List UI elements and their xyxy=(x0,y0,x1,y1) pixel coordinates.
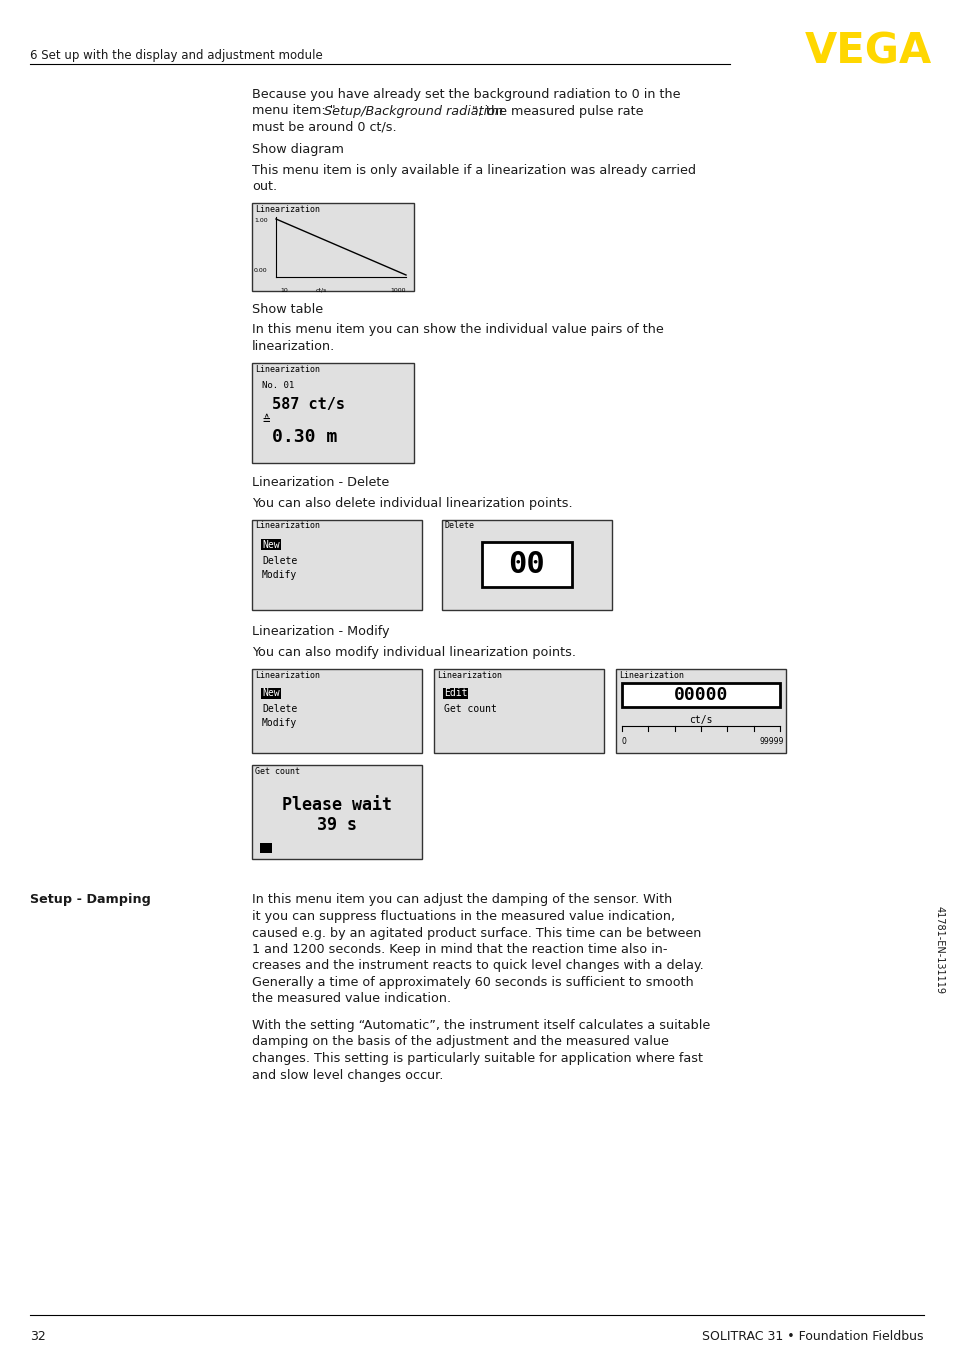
Text: Setup/Background radiation: Setup/Background radiation xyxy=(324,104,502,118)
Bar xyxy=(621,682,780,707)
Text: Delete: Delete xyxy=(444,521,475,531)
Text: ct/s: ct/s xyxy=(315,288,327,292)
Text: ct/s: ct/s xyxy=(688,715,712,724)
Text: damping on the basis of the adjustment and the measured value: damping on the basis of the adjustment a… xyxy=(252,1036,668,1048)
Text: 10: 10 xyxy=(280,288,288,292)
Text: This menu item is only available if a linearization was already carried: This menu item is only available if a li… xyxy=(252,164,696,177)
Text: Linearization: Linearization xyxy=(254,364,319,374)
Text: Linearization: Linearization xyxy=(436,670,501,680)
Text: 00: 00 xyxy=(508,550,545,580)
Bar xyxy=(252,765,421,858)
Text: 587 ct/s: 587 ct/s xyxy=(272,397,345,412)
Text: changes. This setting is particularly suitable for application where fast: changes. This setting is particularly su… xyxy=(252,1052,702,1066)
Text: Show table: Show table xyxy=(252,303,323,315)
Bar xyxy=(260,842,272,853)
Text: Linearization - Delete: Linearization - Delete xyxy=(252,477,389,490)
Text: 41781-EN-131119: 41781-EN-131119 xyxy=(934,906,944,994)
Text: You can also modify individual linearization points.: You can also modify individual lineariza… xyxy=(252,646,576,659)
Text: New: New xyxy=(262,688,279,699)
Text: Delete: Delete xyxy=(262,704,297,715)
Text: Linearization: Linearization xyxy=(618,670,683,680)
Text: SOLITRAC 31 • Foundation Fieldbus: SOLITRAC 31 • Foundation Fieldbus xyxy=(701,1330,923,1343)
Text: the measured value indication.: the measured value indication. xyxy=(252,992,451,1006)
Text: Modify: Modify xyxy=(262,570,297,580)
Text: Get count: Get count xyxy=(254,766,299,776)
Bar xyxy=(481,542,572,588)
Text: Show diagram: Show diagram xyxy=(252,144,343,157)
Text: caused e.g. by an agitated product surface. This time can be between: caused e.g. by an agitated product surfa… xyxy=(252,926,700,940)
Text: 99999: 99999 xyxy=(760,737,783,746)
Bar xyxy=(252,203,414,291)
Text: Linearization: Linearization xyxy=(254,670,319,680)
Text: VEGA: VEGA xyxy=(804,31,931,73)
Text: menu item: ": menu item: " xyxy=(252,104,335,118)
Text: 1.00: 1.00 xyxy=(253,218,268,223)
Text: Generally a time of approximately 60 seconds is sufficient to smooth: Generally a time of approximately 60 sec… xyxy=(252,976,693,988)
Text: 00000: 00000 xyxy=(673,685,727,704)
Bar xyxy=(434,669,603,753)
Bar xyxy=(252,520,421,609)
Text: New: New xyxy=(262,539,279,550)
Text: must be around 0 ct/s.: must be around 0 ct/s. xyxy=(252,121,396,134)
Text: Edit: Edit xyxy=(443,688,467,699)
Text: Please wait: Please wait xyxy=(282,796,392,815)
Text: 0.00: 0.00 xyxy=(253,268,268,274)
Text: ≙: ≙ xyxy=(262,414,269,428)
Text: Linearization: Linearization xyxy=(254,204,319,214)
Text: 0.30 m: 0.30 m xyxy=(272,428,337,447)
Text: ", the measured pulse rate: ", the measured pulse rate xyxy=(472,104,643,118)
Text: No. 01: No. 01 xyxy=(262,380,294,390)
Bar xyxy=(441,520,612,609)
Text: Setup - Damping: Setup - Damping xyxy=(30,894,151,906)
Text: Linearization: Linearization xyxy=(254,521,319,531)
Text: Because you have already set the background radiation to 0 in the: Because you have already set the backgro… xyxy=(252,88,679,102)
Bar xyxy=(252,669,421,753)
Text: 1 and 1200 seconds. Keep in mind that the reaction time also in-: 1 and 1200 seconds. Keep in mind that th… xyxy=(252,942,667,956)
Bar xyxy=(616,669,785,753)
Text: and slow level changes occur.: and slow level changes occur. xyxy=(252,1068,443,1082)
Text: 0: 0 xyxy=(621,737,626,746)
Text: it you can suppress fluctuations in the measured value indication,: it you can suppress fluctuations in the … xyxy=(252,910,675,923)
Text: 1000: 1000 xyxy=(390,288,405,292)
Text: You can also delete individual linearization points.: You can also delete individual lineariza… xyxy=(252,497,572,510)
Text: 39 s: 39 s xyxy=(316,816,356,834)
Text: out.: out. xyxy=(252,180,276,194)
Text: Linearization - Modify: Linearization - Modify xyxy=(252,626,389,639)
Text: Get count: Get count xyxy=(443,704,497,715)
Text: linearization.: linearization. xyxy=(252,340,335,353)
Text: 6 Set up with the display and adjustment module: 6 Set up with the display and adjustment… xyxy=(30,49,322,61)
Text: 32: 32 xyxy=(30,1330,46,1343)
Text: With the setting “Automatic”, the instrument itself calculates a suitable: With the setting “Automatic”, the instru… xyxy=(252,1020,709,1032)
Bar xyxy=(252,363,414,463)
Text: Modify: Modify xyxy=(262,719,297,728)
Text: In this menu item you can show the individual value pairs of the: In this menu item you can show the indiv… xyxy=(252,324,663,337)
Text: creases and the instrument reacts to quick level changes with a delay.: creases and the instrument reacts to qui… xyxy=(252,960,703,972)
Text: Delete: Delete xyxy=(262,555,297,566)
Text: In this menu item you can adjust the damping of the sensor. With: In this menu item you can adjust the dam… xyxy=(252,894,672,906)
